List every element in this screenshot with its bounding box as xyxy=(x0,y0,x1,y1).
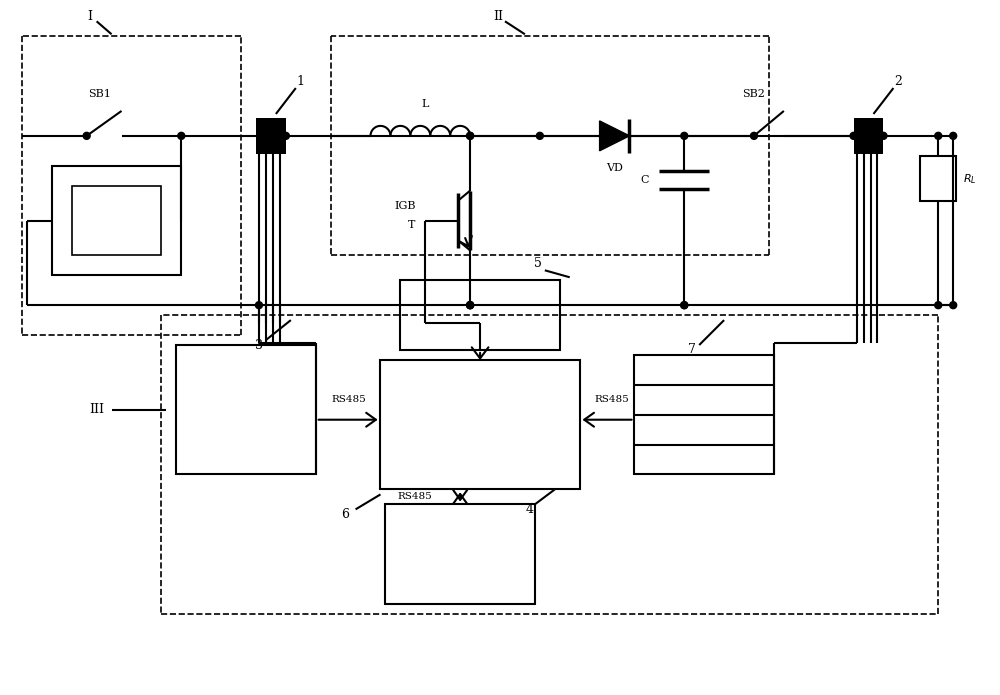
Text: $R_L$: $R_L$ xyxy=(963,172,977,186)
Text: I: I xyxy=(87,10,92,23)
Circle shape xyxy=(950,302,957,309)
Circle shape xyxy=(850,132,857,139)
Circle shape xyxy=(681,132,688,139)
Circle shape xyxy=(935,302,942,309)
Bar xyxy=(52,165,181,275)
Text: VD: VD xyxy=(606,163,623,173)
Text: 7: 7 xyxy=(688,343,696,357)
Text: 5: 5 xyxy=(534,257,542,270)
Bar xyxy=(256,118,286,154)
Text: SB2: SB2 xyxy=(743,89,765,99)
Bar xyxy=(854,118,883,154)
Bar xyxy=(72,186,161,255)
Text: T: T xyxy=(401,220,416,231)
Polygon shape xyxy=(600,121,629,151)
Text: RS485: RS485 xyxy=(331,395,366,404)
Text: L: L xyxy=(422,99,429,109)
Circle shape xyxy=(467,302,474,309)
Text: 6: 6 xyxy=(342,508,350,521)
Circle shape xyxy=(467,302,474,309)
Circle shape xyxy=(467,302,474,309)
Circle shape xyxy=(178,132,185,139)
Bar xyxy=(176,345,316,475)
Circle shape xyxy=(750,132,757,139)
Text: 3: 3 xyxy=(255,338,263,352)
Circle shape xyxy=(467,132,474,139)
Bar xyxy=(400,280,560,350)
Text: 2: 2 xyxy=(894,74,902,88)
Bar xyxy=(380,360,580,489)
Circle shape xyxy=(681,302,688,309)
Bar xyxy=(920,156,956,201)
Circle shape xyxy=(83,132,90,139)
Circle shape xyxy=(935,132,942,139)
Circle shape xyxy=(467,132,474,139)
Text: 1: 1 xyxy=(297,74,305,88)
Text: C: C xyxy=(640,174,649,185)
Text: 4: 4 xyxy=(526,503,534,516)
Circle shape xyxy=(880,132,887,139)
Circle shape xyxy=(536,132,543,139)
Text: III: III xyxy=(89,403,104,416)
Circle shape xyxy=(255,302,262,309)
Text: RS485: RS485 xyxy=(398,492,433,501)
Text: IGB: IGB xyxy=(395,201,416,211)
Circle shape xyxy=(282,132,289,139)
Circle shape xyxy=(681,302,688,309)
Bar xyxy=(385,505,535,604)
Text: RS485: RS485 xyxy=(594,395,629,404)
Text: SB1: SB1 xyxy=(88,89,111,99)
Bar xyxy=(634,355,774,475)
Circle shape xyxy=(950,132,957,139)
Text: II: II xyxy=(493,10,503,23)
